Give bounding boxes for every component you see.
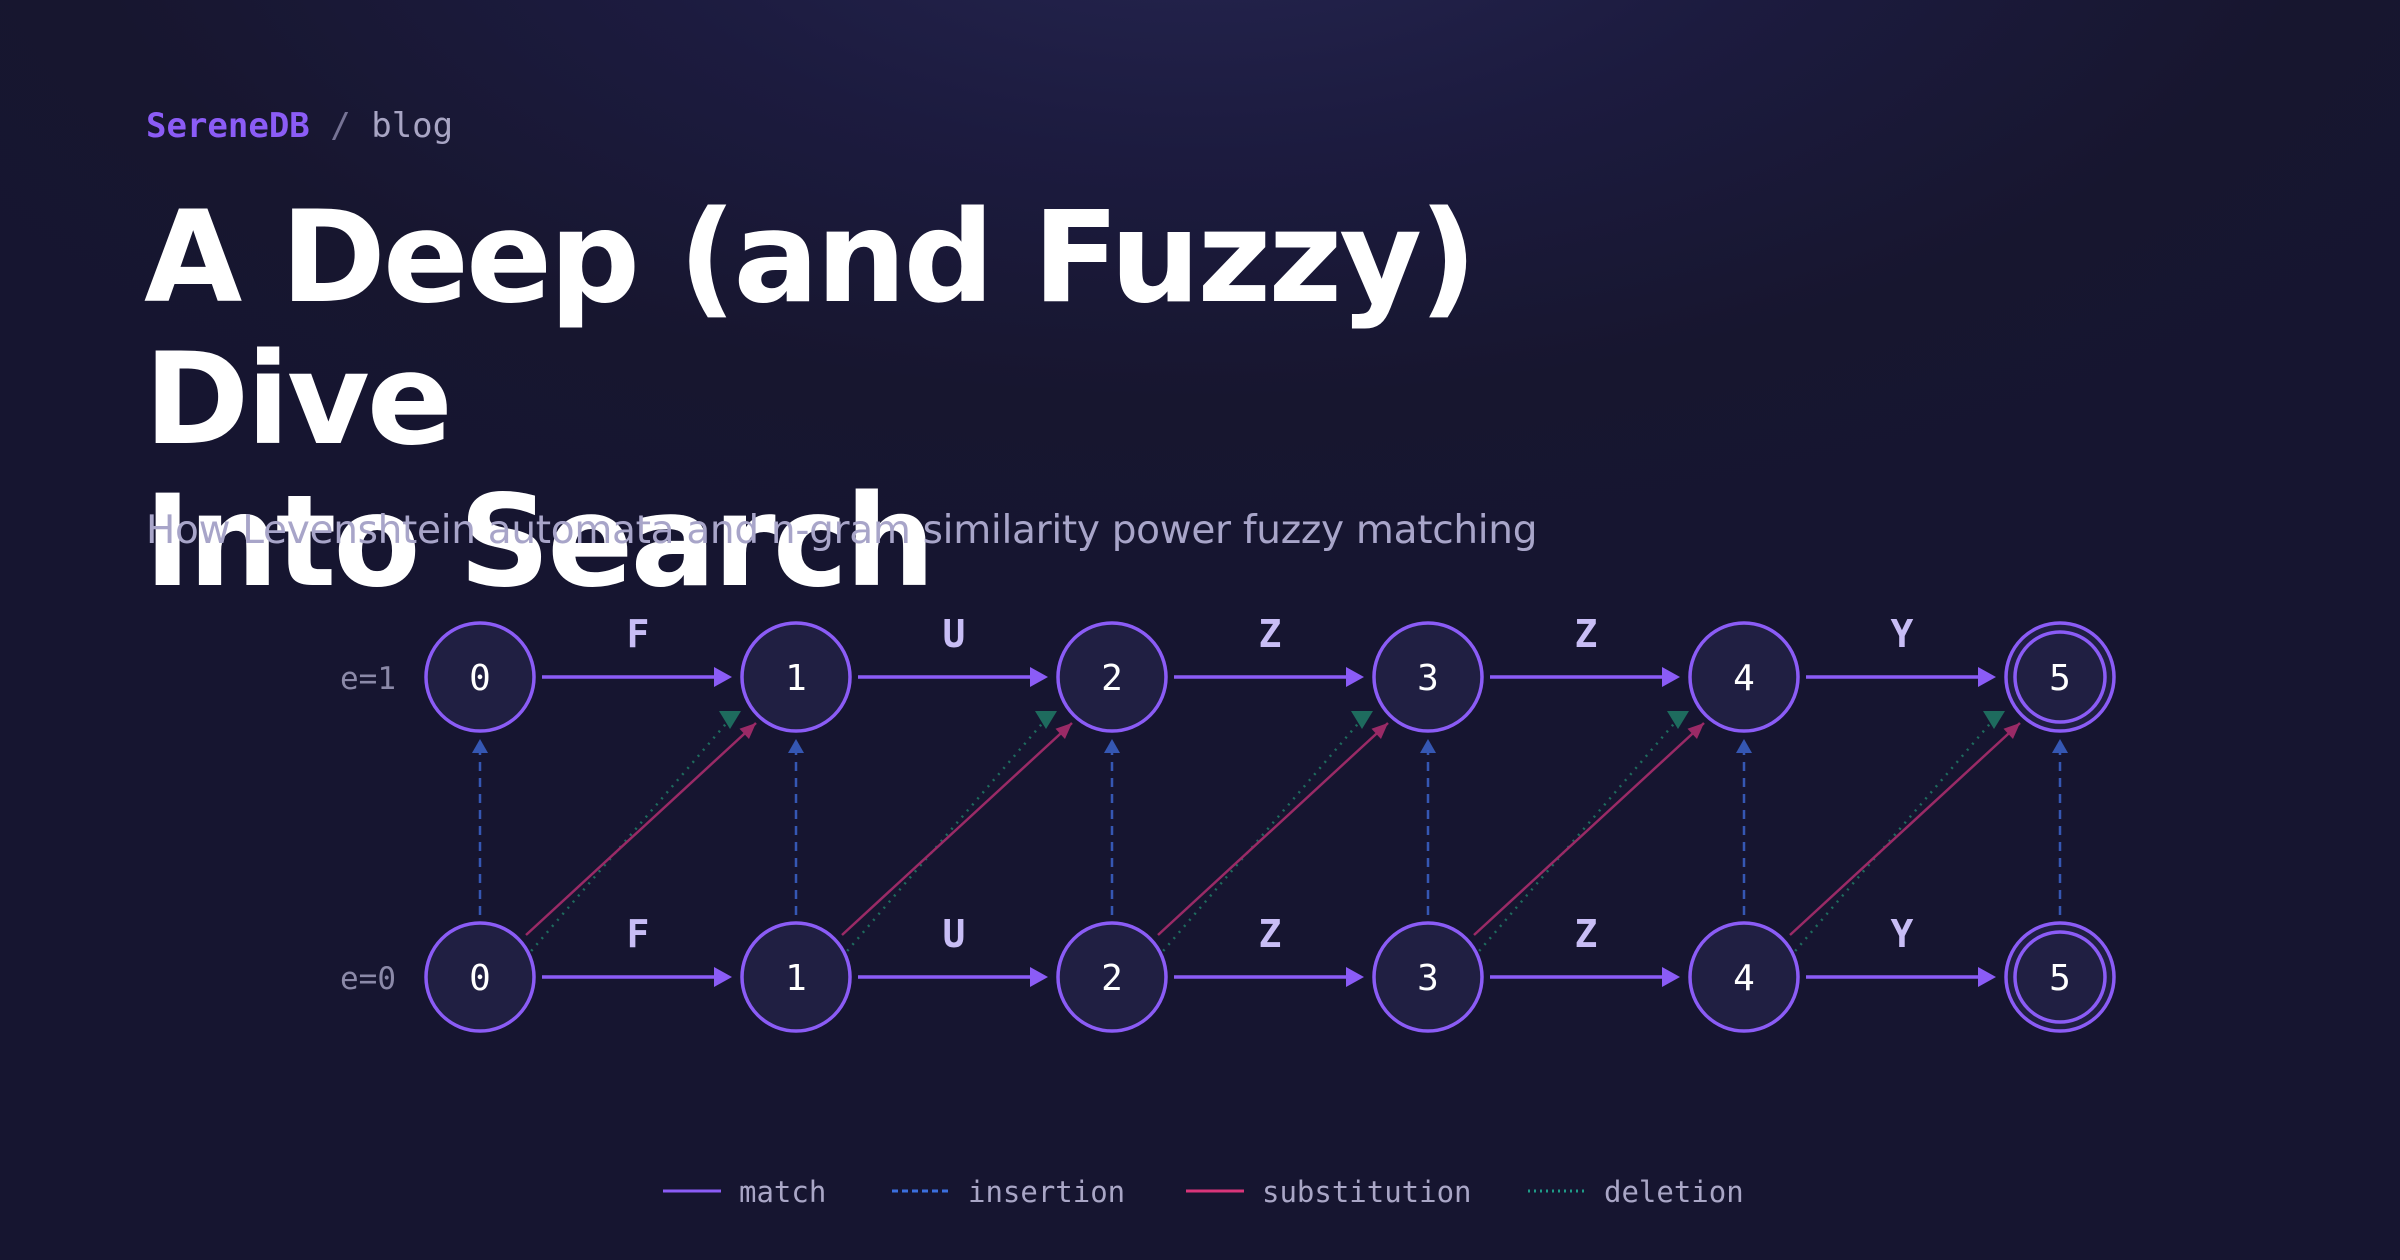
accepting-state-inner — [2013, 630, 2107, 724]
accepting-state-outer — [2004, 621, 2116, 733]
state-label: 1 — [785, 658, 807, 699]
match-arrowhead — [714, 667, 732, 687]
legend-item-match: match — [663, 1175, 826, 1209]
substitution-arrowhead — [1371, 723, 1388, 739]
deletion-arrowhead — [1983, 711, 2005, 729]
match-arrowhead — [1030, 967, 1048, 987]
breadcrumb-separator: / — [330, 106, 351, 146]
brand-link[interactable]: SereneDB — [146, 106, 310, 146]
state-label: 1 — [785, 958, 807, 999]
match-arrowhead — [1346, 967, 1364, 987]
deletion-arrowhead — [1667, 711, 1689, 729]
deletion-arrowhead — [1351, 711, 1373, 729]
substitution-edge — [1473, 722, 1705, 936]
state-label: 0 — [469, 958, 491, 999]
substitution-arrowhead — [2003, 723, 2020, 739]
row-label: e=1 — [340, 661, 396, 697]
substitution-edge — [841, 722, 1073, 936]
transition-letter: Z — [1575, 612, 1598, 656]
deletion-arrowhead — [719, 711, 741, 729]
substitution-edge — [1789, 722, 2021, 936]
accepting-state-inner — [2013, 930, 2107, 1024]
transition-letter: Y — [1891, 612, 1914, 656]
match-arrowhead — [714, 967, 732, 987]
transition-letter: U — [943, 912, 966, 956]
page-title-line-2: Into Search — [144, 467, 935, 615]
match-arrowhead — [1662, 667, 1680, 687]
state-node — [1056, 621, 1168, 733]
transition-letter: Z — [1259, 912, 1282, 956]
deletion-arrowhead — [1035, 711, 1057, 729]
state-node — [1372, 921, 1484, 1033]
state-label: 4 — [1733, 658, 1755, 699]
transition-letter: U — [943, 612, 966, 656]
substitution-arrowhead — [1687, 723, 1704, 739]
state-node — [1056, 921, 1168, 1033]
insertion-arrowhead — [1104, 739, 1120, 753]
legend-label-match: match — [739, 1175, 826, 1209]
substitution-edge — [1157, 722, 1389, 936]
substitution-arrowhead — [1055, 723, 1072, 739]
insertion-arrowhead — [788, 739, 804, 753]
legend-label-insertion: insertion — [968, 1175, 1125, 1209]
transition-letter: Z — [1259, 612, 1282, 656]
transition-letter: Y — [1891, 912, 1914, 956]
transition-letter: Z — [1575, 912, 1598, 956]
substitution-edge — [525, 722, 757, 936]
match-arrowhead — [1978, 967, 1996, 987]
legend-item-deletion: deletion — [1528, 1175, 1744, 1209]
insertion-arrowhead — [1420, 739, 1436, 753]
match-arrowhead — [1346, 667, 1364, 687]
state-label: 5 — [2049, 958, 2071, 999]
match-arrowhead — [1030, 667, 1048, 687]
page-subtitle: How Levenshtein automata and n-gram simi… — [146, 508, 1538, 553]
state-label: 2 — [1101, 958, 1123, 999]
state-label: 3 — [1417, 658, 1439, 699]
legend-label-substitution: substitution — [1262, 1175, 1472, 1209]
page-title: A Deep (and Fuzzy) Dive Into Search — [144, 186, 1744, 612]
row-label: e=0 — [340, 961, 396, 997]
insertion-arrowhead — [2052, 739, 2068, 753]
state-node — [1372, 621, 1484, 733]
state-label: 2 — [1101, 658, 1123, 699]
state-node — [1688, 621, 1800, 733]
state-label: 4 — [1733, 958, 1755, 999]
breadcrumb-blog-link[interactable]: blog — [371, 106, 454, 146]
insertion-arrowhead — [1736, 739, 1752, 753]
state-label: 0 — [469, 658, 491, 699]
state-node — [1688, 921, 1800, 1033]
state-node — [740, 921, 852, 1033]
insertion-arrowhead — [472, 739, 488, 753]
state-node — [424, 921, 536, 1033]
transition-letter: F — [627, 912, 650, 956]
state-node — [740, 621, 852, 733]
match-arrowhead — [1662, 967, 1680, 987]
accepting-state-outer — [2004, 921, 2116, 1033]
legend-item-insertion: insertion — [892, 1175, 1125, 1209]
page-title-line-1: A Deep (and Fuzzy) Dive — [144, 183, 1477, 473]
match-arrowhead — [1978, 667, 1996, 687]
substitution-arrowhead — [739, 723, 756, 739]
legend-item-substitution: substitution — [1186, 1175, 1472, 1209]
legend-label-deletion: deletion — [1604, 1175, 1744, 1209]
state-label: 3 — [1417, 958, 1439, 999]
state-node — [424, 621, 536, 733]
state-label: 5 — [2049, 658, 2071, 699]
transition-letter: F — [627, 612, 650, 656]
breadcrumb: SereneDB / blog — [146, 106, 453, 146]
